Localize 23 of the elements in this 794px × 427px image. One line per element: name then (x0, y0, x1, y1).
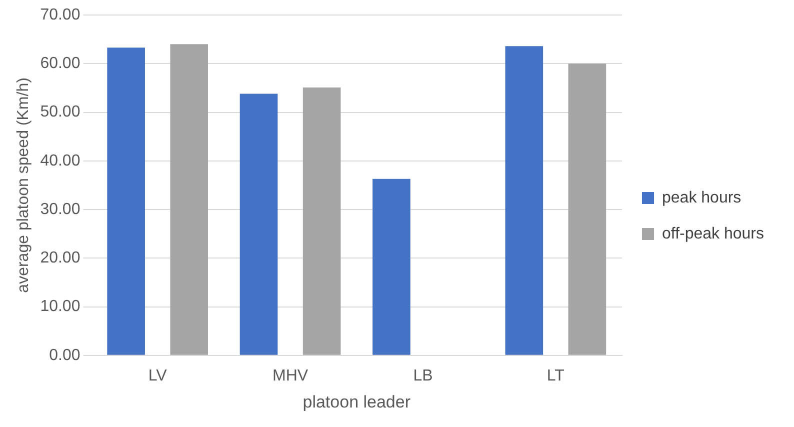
y-tick-label: 0.00 (49, 346, 80, 364)
y-tick-label: 40.00 (40, 152, 80, 170)
bar (302, 87, 341, 355)
legend-label: peak hours (662, 189, 742, 206)
y-tick-label: 30.00 (40, 200, 80, 218)
legend-label: off-peak hours (662, 225, 764, 242)
x-tick-label: MHV (272, 367, 308, 384)
bar (240, 94, 278, 355)
y-tick-label: 70.00 (40, 6, 80, 24)
bar (170, 44, 208, 355)
y-tick-label: 20.00 (40, 250, 80, 267)
y-axis-title: average platoon speed (Km/h) (15, 78, 32, 293)
x-tick-label: LT (546, 367, 565, 384)
bar (568, 64, 606, 355)
bar (505, 46, 544, 355)
bar (107, 48, 145, 355)
y-tick-label: 50.00 (40, 104, 80, 121)
y-tick-label: 60.00 (40, 55, 80, 72)
y-tick-label: 10.00 (40, 298, 80, 316)
x-axis-title: platoon leader (302, 392, 411, 412)
bar (372, 178, 410, 355)
x-tick-label: LV (148, 367, 168, 384)
x-tick-label: LB (413, 367, 433, 384)
